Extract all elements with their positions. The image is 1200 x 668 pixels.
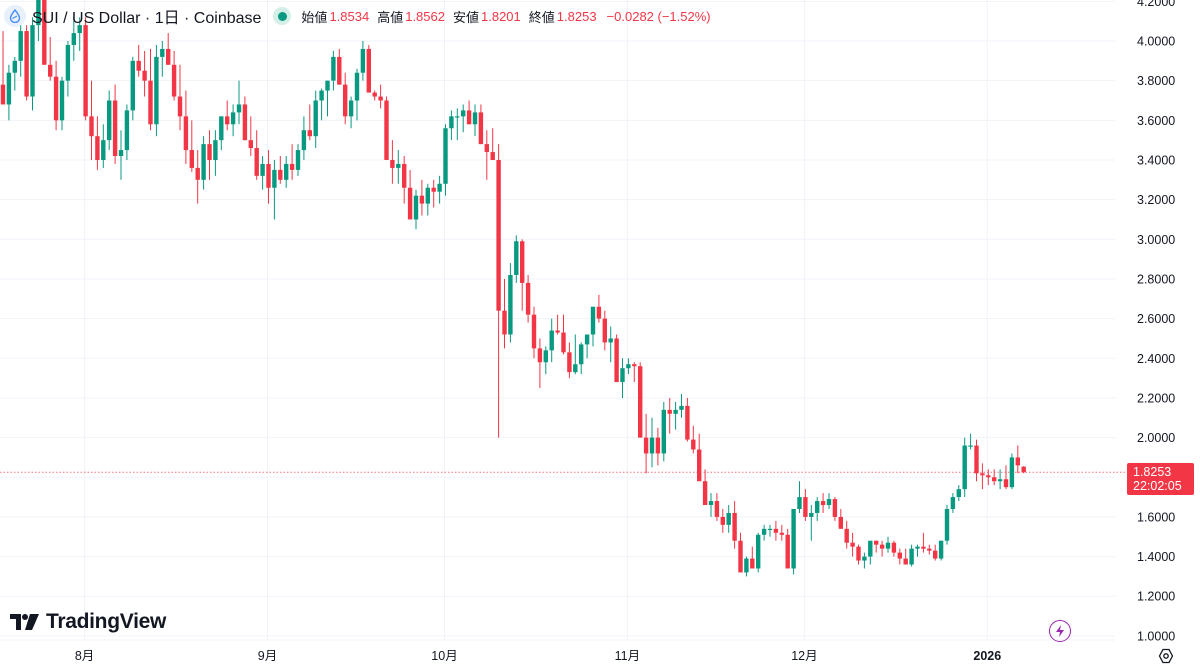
candles <box>0 0 1026 577</box>
price-axis[interactable]: 4.2000 4.0000 3.8000 3.6000 3.4000 3.2000 3.00… <box>1137 0 1175 643</box>
close-value: 1.8253 <box>556 8 597 24</box>
open-label: 始値 <box>301 9 328 25</box>
last-price-value: 1.8253 <box>1133 465 1172 479</box>
price-axis-label: 2.2000 <box>1137 391 1175 405</box>
price-axis-label: 4.2000 <box>1137 0 1175 9</box>
bar-countdown: 22:02:05 <box>1133 479 1182 493</box>
price-axis-label: 3.2000 <box>1137 193 1175 207</box>
price-axis-label: 3.0000 <box>1137 233 1175 247</box>
time-axis-label: 9月 <box>258 649 277 663</box>
price-axis-label: 4.0000 <box>1137 35 1175 49</box>
time-axis-label: 2026 <box>973 649 1001 663</box>
price-axis-label: 2.4000 <box>1137 352 1175 366</box>
price-change: −0.0282 (−1.52%) <box>606 8 711 24</box>
low-label: 安値 <box>452 9 479 25</box>
high-value: 1.8562 <box>405 8 445 24</box>
price-axis-label: 1.0000 <box>1137 629 1175 643</box>
price-axis-label: 1.4000 <box>1137 550 1175 564</box>
last-price-tag: 1.8253 22:02:05 <box>1127 463 1194 495</box>
price-axis-label: 3.4000 <box>1137 153 1175 167</box>
lightning-icon <box>1056 625 1064 637</box>
close-label: 終値 <box>528 9 555 25</box>
time-axis[interactable]: 8月 9月 10月 11月 12月 2026 <box>75 649 1001 663</box>
price-axis-label: 2.6000 <box>1137 312 1175 326</box>
time-axis-label: 11月 <box>615 649 640 663</box>
price-axis-label: 3.8000 <box>1137 74 1175 88</box>
status-dot-icon <box>277 11 287 21</box>
market-status-indicator[interactable] <box>273 7 292 25</box>
price-axis-label: 2.0000 <box>1137 431 1175 445</box>
low-value: 1.8201 <box>481 8 521 24</box>
settings-gear-icon <box>1158 648 1174 664</box>
high-label: 高値 <box>377 9 404 25</box>
tradingview-logo-text: TradingView <box>46 610 167 633</box>
price-axis-label: 1.2000 <box>1137 590 1175 604</box>
symbol-title[interactable]: SUI / US Dollar · 1日 · Coinbase <box>32 10 262 27</box>
time-axis-label: 10月 <box>431 649 457 663</box>
chart-settings-button[interactable] <box>1157 647 1175 665</box>
tradingview-logo[interactable]: TradingView <box>10 610 166 634</box>
tradingview-logo-icon <box>10 614 39 630</box>
lightning-button[interactable] <box>1049 620 1071 642</box>
sui-droplet-icon[interactable] <box>4 5 26 27</box>
symbol-legend: SUI / US Dollar · 1日 · Coinbase 始値 1.853… <box>4 4 711 28</box>
time-axis-label: 12月 <box>791 649 817 663</box>
price-axis-label: 1.6000 <box>1137 510 1175 524</box>
price-axis-label: 2.8000 <box>1137 272 1175 286</box>
price-axis-label: 3.6000 <box>1137 114 1175 128</box>
open-value: 1.8534 <box>329 8 370 24</box>
time-axis-label: 8月 <box>75 649 94 663</box>
chart-grid <box>0 0 1115 641</box>
